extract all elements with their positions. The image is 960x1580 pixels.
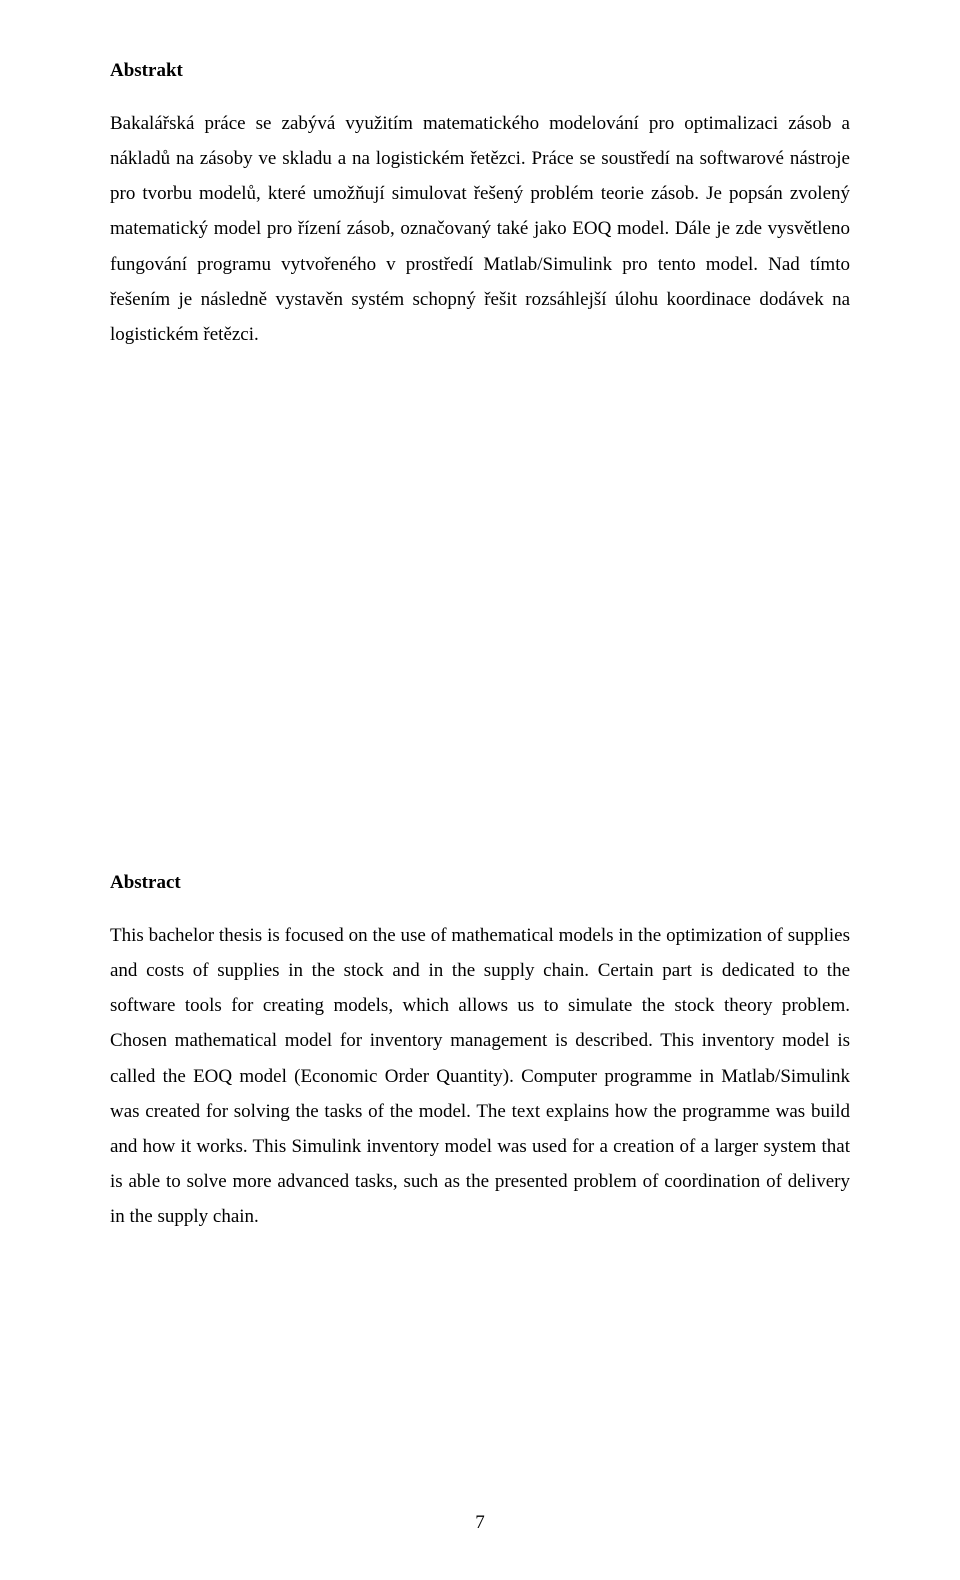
section-spacer (110, 352, 850, 872)
abstract-body: This bachelor thesis is focused on the u… (110, 918, 850, 1234)
abstrakt-heading: Abstrakt (110, 60, 850, 82)
abstract-heading: Abstract (110, 872, 850, 894)
page-number: 7 (0, 1512, 960, 1534)
abstrakt-body: Bakalářská práce se zabývá využitím mate… (110, 106, 850, 352)
